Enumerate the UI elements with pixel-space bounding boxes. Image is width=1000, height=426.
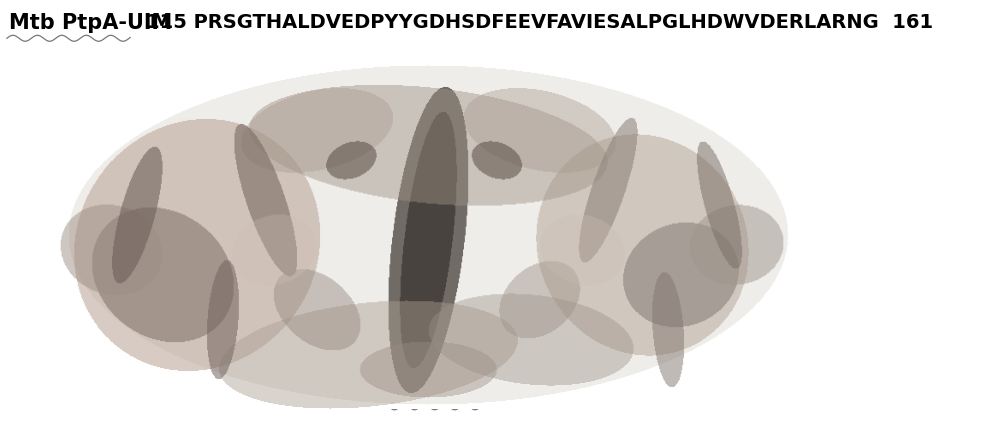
Text: N: N [743,107,755,123]
Text: PtpA:Ub: PtpA:Ub [393,389,463,404]
Text: His 68: His 68 [535,179,574,192]
Text: C: C [204,374,215,389]
Text: N: N [105,299,118,314]
Text: Ser 144: Ser 144 [422,245,471,258]
Text: Leu8: Leu8 [541,262,571,275]
Text: C: C [525,357,536,372]
Text: Ala145: Ala145 [407,264,450,277]
Text: Ile 44: Ile 44 [538,213,572,226]
Text: Mtb PtpA-UIM: Mtb PtpA-UIM [9,13,172,33]
Text: Glu 136: Glu 136 [432,173,481,185]
Text: 115 PRSGTHALDVEDPYYGDHSDFEEVFAVIESALPGLHDWVDERLARNG  161: 115 PRSGTHALDVEDPYYGDHSDFEEVFAVIESALPGLH… [146,13,933,32]
Text: Val 141: Val 141 [422,230,468,243]
Text: Ala140: Ala140 [426,215,470,228]
Text: Val 70: Val 70 [539,230,578,243]
Text: Glu 137: Glu 137 [432,194,481,207]
